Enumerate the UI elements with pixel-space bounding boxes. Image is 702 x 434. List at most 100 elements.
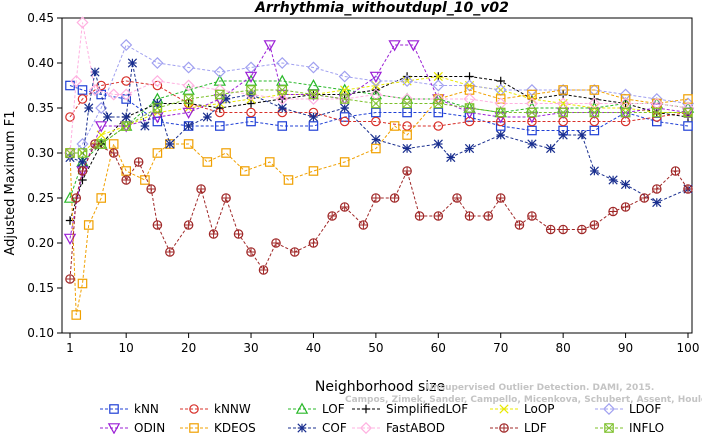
data-point [389, 193, 400, 203]
marker-plus [621, 202, 630, 212]
legend-item-kdeos: KDEOS [180, 421, 256, 434]
legend-label: LoOP [524, 402, 555, 416]
data-point [371, 107, 381, 118]
data-point [496, 130, 506, 140]
marker-box [433, 98, 444, 109]
data-point [264, 157, 275, 167]
data-point [340, 103, 350, 113]
data-point [338, 92, 351, 106]
data-point [589, 85, 600, 95]
legend-item-ldof: LDOF [595, 402, 661, 416]
legend-item-knn: kNN [100, 402, 159, 416]
data-point [371, 134, 381, 145]
marker-plus [402, 166, 412, 176]
legend-item-simplifiedlof: SimplifiedLOF [352, 402, 468, 416]
data-point [182, 107, 195, 119]
data-point [65, 112, 75, 122]
data-point [120, 38, 133, 52]
marker-plus [221, 193, 231, 203]
marker-plus [671, 166, 680, 176]
x-tick-label: 80 [556, 341, 571, 355]
marker-plus [134, 157, 143, 167]
marker-box [121, 121, 131, 131]
data-point [527, 139, 537, 149]
data-point [495, 116, 506, 127]
data-point [414, 211, 425, 221]
marker-plus [109, 148, 118, 158]
legend-marker [604, 423, 614, 433]
legend-label: kNNW [214, 402, 251, 416]
data-point [371, 143, 381, 154]
data-point [558, 85, 568, 95]
marker-box [183, 94, 194, 104]
data-point [71, 310, 82, 320]
marker-cross [340, 94, 350, 104]
data-point [246, 247, 256, 257]
marker-plus [434, 211, 443, 221]
marker-cross [215, 89, 225, 100]
data-point [402, 143, 412, 154]
axes: 0.10 0.15 0.20 0.25 0.30 0.35 0.40 0.45 1 10 20 30 4… [27, 11, 699, 355]
series-ldf [65, 139, 693, 284]
data-point [683, 121, 693, 131]
marker-box [527, 107, 537, 118]
data-point [276, 74, 289, 86]
data-point [670, 166, 681, 176]
data-point [96, 89, 107, 100]
data-point [88, 83, 102, 97]
x-tick-label: 50 [368, 341, 383, 355]
marker-cross [77, 148, 88, 158]
data-point [77, 157, 88, 167]
data-point [94, 121, 108, 133]
legend-marker [189, 423, 199, 433]
data-point [65, 80, 75, 91]
data-point [277, 121, 288, 131]
marker-box [96, 139, 107, 149]
marker-plus [452, 193, 462, 203]
data-point [402, 121, 412, 131]
data-point [70, 74, 83, 88]
marker-plus [78, 166, 87, 176]
data-point [107, 88, 120, 101]
legend-item-loop: LoOP [490, 402, 555, 416]
legend-item-fastabod: FastABOD [352, 421, 445, 434]
marker-cross [308, 89, 319, 100]
data-point [202, 157, 213, 167]
series-cof [65, 58, 693, 208]
x-tick-label: 60 [431, 341, 446, 355]
data-point [77, 278, 88, 289]
data-point [369, 74, 382, 88]
data-point [215, 121, 225, 131]
marker-cross [65, 148, 75, 158]
marker-cross [496, 107, 506, 118]
series-line-knnw [69, 80, 689, 127]
data-point [433, 98, 444, 109]
data-point [433, 211, 444, 221]
marker-plus [259, 265, 268, 275]
data-point [244, 74, 258, 86]
legend-label: LOF [322, 402, 345, 416]
data-point [182, 79, 195, 92]
series-line-loop [70, 75, 688, 154]
data-point [402, 130, 412, 140]
data-point [525, 83, 538, 97]
data-point [388, 40, 401, 52]
marker-box [152, 103, 163, 113]
y-tick-label: 0.40 [27, 56, 54, 70]
series-line-odin [69, 43, 689, 239]
data-point [558, 224, 568, 235]
x-tick-label: 10 [119, 341, 134, 355]
marker-cross [277, 85, 287, 95]
legend-item-odin: ODIN [100, 421, 165, 434]
data-point [202, 112, 212, 122]
legend-item-knnw: kNNW [180, 402, 251, 416]
data-point [108, 148, 119, 158]
marker-cross [246, 85, 256, 95]
data-point [608, 206, 618, 217]
data-point [102, 112, 113, 122]
data-point [96, 80, 107, 91]
data-point [446, 152, 456, 163]
legend-marker [107, 423, 121, 434]
data-point [401, 74, 414, 88]
marker-plus [558, 225, 568, 234]
